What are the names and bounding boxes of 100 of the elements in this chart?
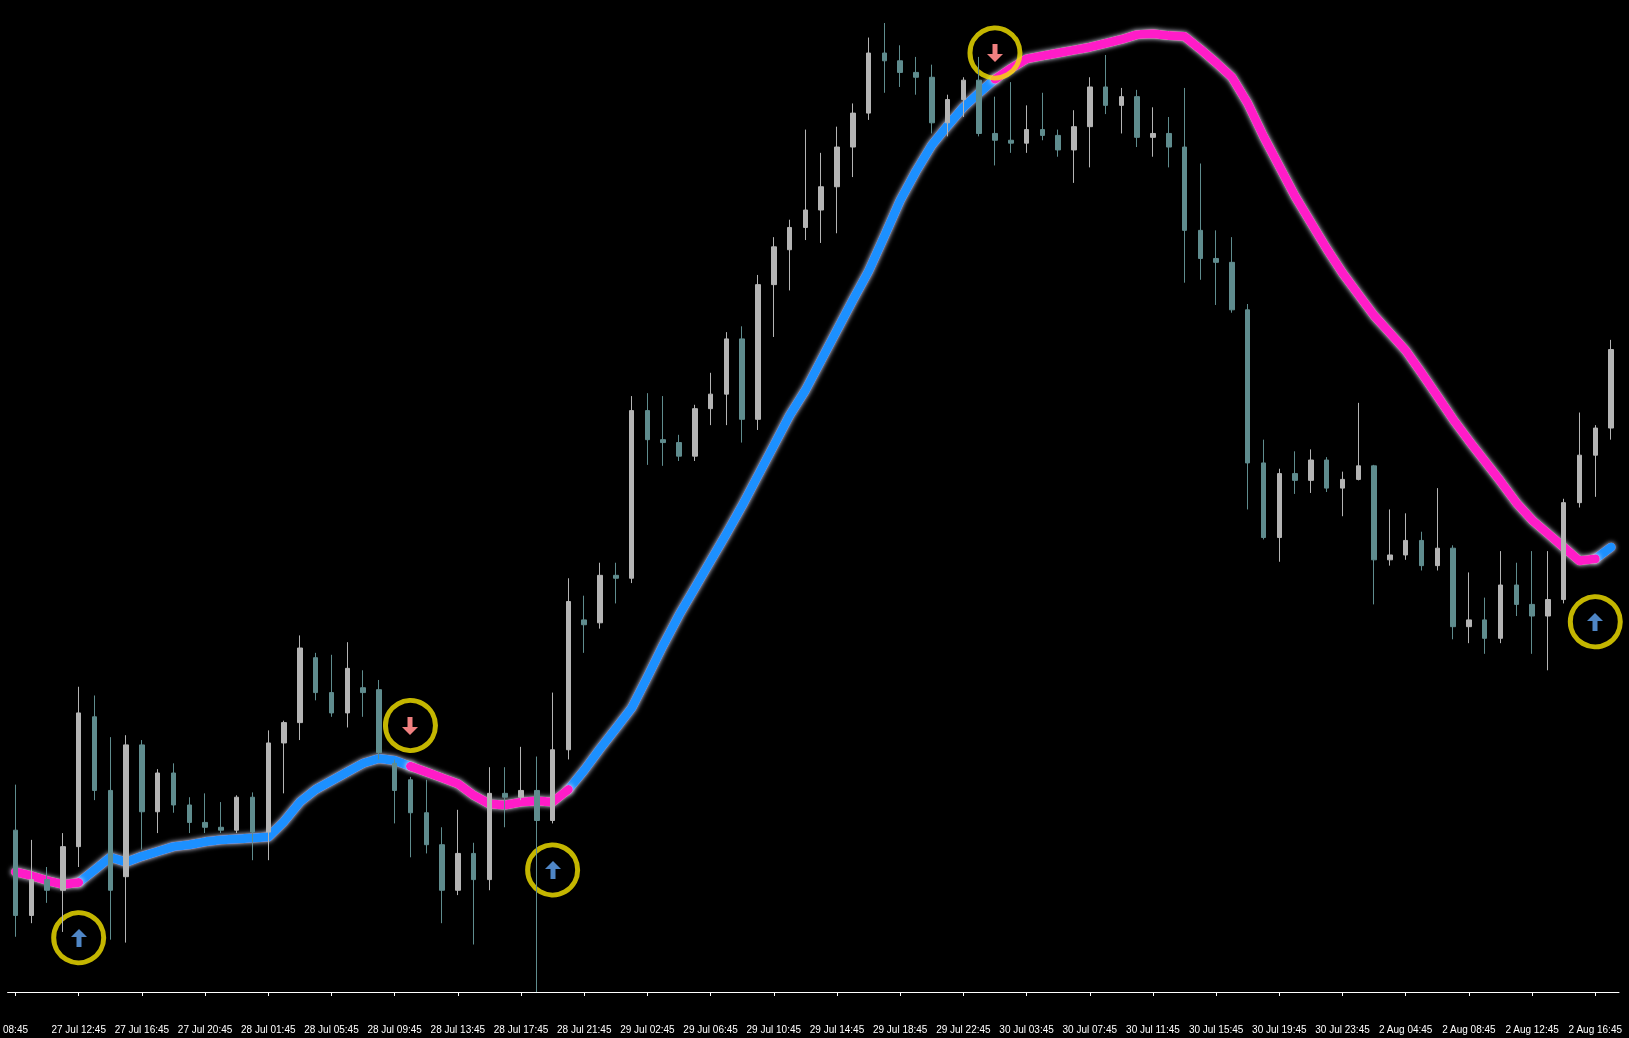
candlestick [1340, 471, 1345, 517]
candlestick [250, 791, 255, 861]
candlestick [882, 22, 887, 94]
candlestick [1008, 81, 1014, 154]
candlestick [803, 129, 808, 241]
x-tick-label: 28 Jul 05:45 [304, 1023, 360, 1035]
x-tick-label: 30 Jul 15:45 [1188, 1023, 1244, 1035]
candlestick [360, 669, 366, 718]
candlestick [13, 784, 18, 938]
candlestick [692, 404, 698, 462]
candlestick [313, 652, 318, 701]
candlestick [1608, 339, 1614, 441]
candlestick [1450, 544, 1456, 640]
candlestick [455, 809, 461, 896]
candlestick [218, 801, 224, 834]
candlestick [660, 395, 666, 467]
candlestick [60, 832, 66, 933]
x-tick-label: 28 Jul 13:45 [430, 1023, 486, 1035]
candlestick [866, 37, 871, 121]
candlestick [739, 325, 745, 444]
candlestick [518, 746, 524, 801]
candlestick [1498, 550, 1503, 644]
candlestick [755, 274, 761, 431]
candlestick [139, 739, 145, 851]
point [967, 25, 1023, 81]
candlestick [234, 794, 239, 834]
candlestick [645, 392, 650, 466]
candlestick [850, 102, 856, 178]
candlestick [1166, 116, 1172, 168]
candlestick [1387, 508, 1393, 567]
candlestick [123, 734, 129, 944]
candlestick [1150, 106, 1156, 158]
candlestick [1561, 498, 1566, 604]
x-tick-label: 29 Jul 22:45 [936, 1023, 992, 1035]
candlestick [1103, 54, 1108, 115]
candlestick [534, 756, 540, 993]
x-tick-label: 27 Jul 16:45 [114, 1023, 170, 1035]
candlestick [408, 776, 413, 858]
candlestick [281, 720, 287, 794]
x-tick-label: 2 Aug 04:45 [1379, 1023, 1433, 1035]
candlestick [613, 562, 619, 604]
x-tick-label: 28 Jul 09:45 [367, 1023, 423, 1035]
candlestick [1024, 104, 1029, 154]
x-tick-label: 08:45 [2, 1023, 29, 1035]
candlestick [1040, 92, 1045, 141]
candlestick [834, 126, 840, 234]
candlestick [1419, 531, 1424, 571]
candlestick [976, 56, 982, 137]
candlestick [171, 762, 176, 814]
candlestick [1356, 402, 1361, 481]
candlestick [471, 842, 476, 946]
x-tick-label: 29 Jul 06:45 [683, 1023, 739, 1035]
candlestick [1292, 450, 1298, 495]
candlestick [376, 679, 382, 760]
point [525, 842, 581, 898]
candlestick [44, 866, 50, 904]
candlestick [187, 796, 192, 834]
candlestick [392, 758, 397, 824]
candlestick [566, 577, 571, 760]
x-tick-label: 30 Jul 03:45 [999, 1023, 1055, 1035]
candlestick [1435, 487, 1440, 571]
x-tick-label: 30 Jul 23:45 [1315, 1023, 1371, 1035]
candlestick [1087, 76, 1093, 168]
candlestick [1277, 468, 1282, 563]
x-tick-label: 30 Jul 07:45 [1062, 1023, 1118, 1035]
candlestick [550, 692, 555, 824]
x-tick-label: 28 Jul 01:45 [241, 1023, 296, 1035]
candlestick [266, 729, 271, 861]
candlestick [929, 64, 935, 134]
candlestick [1482, 597, 1487, 655]
x-tick-label: 29 Jul 14:45 [809, 1023, 865, 1035]
candlestick [1514, 562, 1519, 617]
candlestick [297, 634, 303, 741]
candlestick [1245, 303, 1250, 510]
x-tick-label: 2 Aug 12:45 [1505, 1023, 1560, 1035]
candlestick [1229, 236, 1235, 314]
candlestick [818, 152, 824, 244]
candlestick [1308, 448, 1314, 494]
candlestick [76, 686, 81, 868]
candlestick [1198, 163, 1203, 281]
x-tick-label: 29 Jul 02:45 [620, 1023, 676, 1035]
candlestick [502, 766, 508, 828]
x-tick-label: 2 Aug 16:45 [1568, 1023, 1623, 1035]
candlestick [771, 236, 777, 338]
x-tick-label: 29 Jul 18:45 [872, 1023, 928, 1035]
candlestick [945, 94, 950, 137]
candlestick [108, 736, 113, 941]
candlestick [992, 96, 998, 166]
candlestick [487, 766, 492, 891]
candlestick [897, 44, 903, 88]
candlestick [1182, 87, 1187, 284]
x-tick-label: 2 Aug 08:45 [1442, 1023, 1497, 1035]
x-tick-label: 27 Jul 12:45 [51, 1023, 107, 1035]
candlestick [439, 826, 445, 924]
candlestick [329, 654, 334, 718]
candlestick [1529, 550, 1535, 655]
point [383, 698, 438, 754]
candlestick [581, 595, 587, 654]
candlestick [1134, 89, 1140, 148]
candlestick [787, 219, 792, 291]
